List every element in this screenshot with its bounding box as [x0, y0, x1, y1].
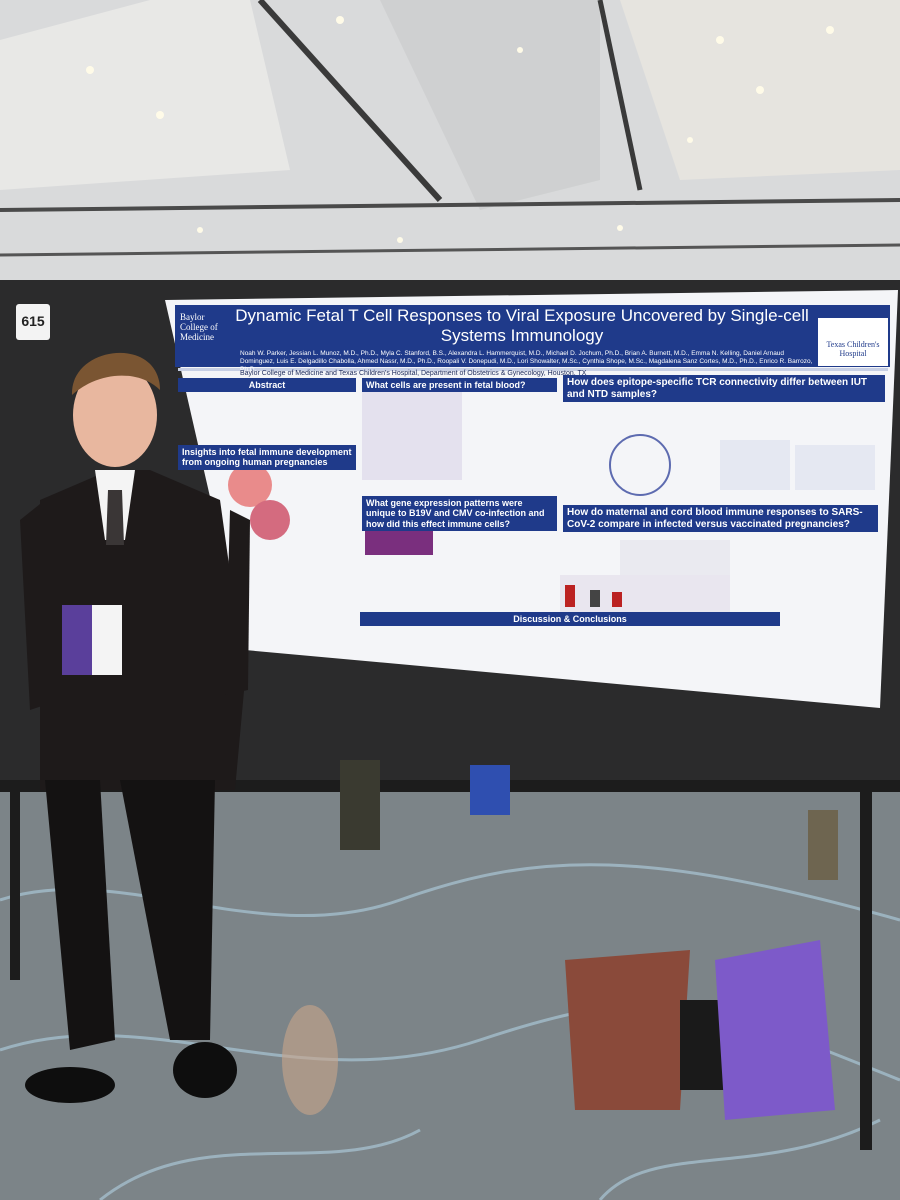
- ceiling-beam: [0, 198, 900, 212]
- section-heading: Insights into fetal immune development f…: [178, 445, 356, 470]
- poster-title: Dynamic Fetal T Cell Responses to Viral …: [235, 306, 809, 346]
- logo-box: [818, 318, 888, 366]
- ceiling-lights: [86, 16, 834, 243]
- carpet-spot: [282, 1005, 338, 1115]
- section-heading: Abstract: [178, 378, 356, 393]
- visitor-legs: [470, 765, 510, 815]
- visitor-legs: [340, 760, 380, 850]
- figures: [228, 390, 875, 615]
- board-number: 615: [21, 313, 45, 329]
- ceiling-panel: [380, 0, 600, 210]
- ceiling-beam: [257, 0, 443, 203]
- logo-right: Texas Children's Hospital: [826, 340, 880, 358]
- section-heading: Discussion & Conclusions: [360, 612, 780, 627]
- purple-bag: [715, 940, 835, 1120]
- tote-bag: [565, 950, 690, 1110]
- person: [20, 352, 250, 1103]
- ceiling-beam: [0, 243, 900, 257]
- affiliation: Baylor College of Medicine and Texas Chi…: [240, 370, 587, 377]
- poster-header: [175, 305, 890, 367]
- logo-left: Baylor College of Medicine: [180, 312, 218, 342]
- section-heading: How does epitope-specific TCR connectivi…: [563, 375, 885, 402]
- section-heading: What cells are present in fetal blood?: [362, 378, 557, 393]
- ceiling-panel: [0, 0, 290, 190]
- visitor-legs: [808, 810, 838, 880]
- section-heading: What gene expression patterns were uniqu…: [362, 496, 557, 532]
- board-number-card: [16, 304, 50, 340]
- authors: Noah W. Parker, Jessian L. Munoz, M.D., …: [240, 350, 813, 373]
- board-leg: [10, 790, 20, 980]
- section-heading: How do maternal and cord blood immune re…: [563, 505, 878, 532]
- divider: [178, 368, 888, 371]
- ceiling-beam: [597, 0, 643, 191]
- board-leg: [860, 790, 872, 1150]
